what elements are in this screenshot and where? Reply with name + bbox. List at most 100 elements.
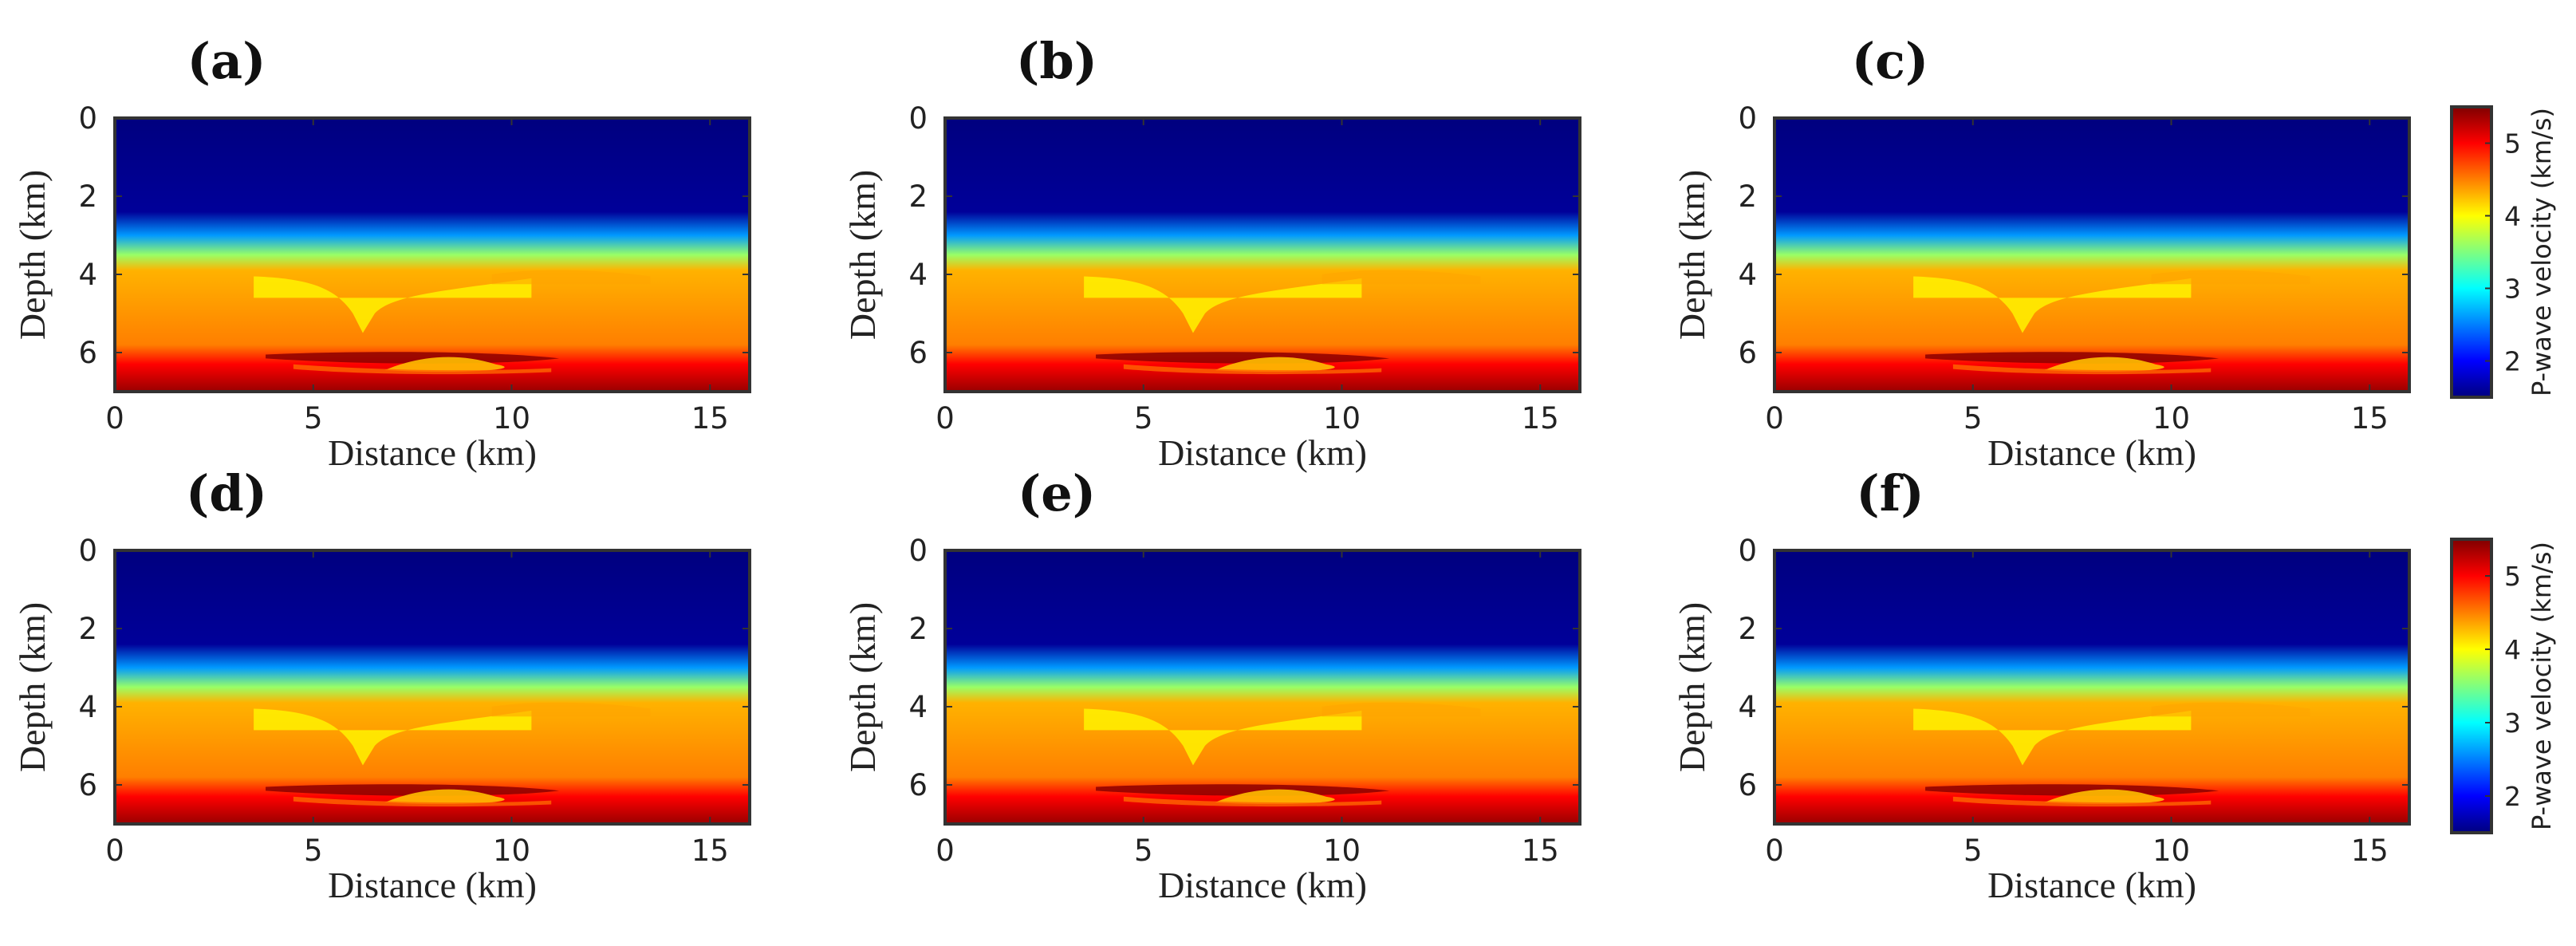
x-axis-label: Distance (km) [1158,865,1367,905]
panel-title: (e) [1018,464,1096,522]
y-tick-label: 6 [78,768,97,802]
low-velocity-lens [1096,784,1390,796]
canyon-feature [1913,276,2192,333]
panel-title: (a) [187,32,266,90]
x-tick-label: 0 [105,401,124,436]
low-velocity-lens [1096,352,1390,364]
canyon-feature [254,276,532,333]
y-tick-label: 6 [908,336,928,370]
axes-frame [943,116,1581,393]
ridge-feature [491,702,651,717]
ridge-feature [491,270,651,285]
y-tick-label: 6 [908,768,928,802]
y-tick-label: 0 [78,101,97,136]
panel-title: (d) [186,464,267,522]
x-tick-label: 10 [1323,834,1361,868]
lower-reflector [1952,796,2212,807]
y-tick-label: 6 [1738,768,1757,802]
colorbar-tick-label: 2 [2504,346,2521,377]
velocity-field [1774,118,2409,392]
panel-b: 0 5 10 15 0 2 4 6 Distance (km) Depth (km) (b) [842,32,1581,473]
colorbar-tick-label: 2 [2504,781,2521,812]
x-tick-label: 15 [691,834,729,868]
x-axis-label: Distance (km) [1158,432,1367,473]
x-tick-label: 15 [1522,834,1559,868]
y-tick-label: 4 [78,258,97,292]
x-tick-label: 5 [304,401,323,436]
velocity-field [115,118,750,392]
x-tick-label: 0 [105,834,124,868]
velocity-field [1774,550,2409,824]
x-tick-label: 0 [1765,401,1784,436]
panel-title: (c) [1852,32,1928,90]
axes-frame [113,549,751,826]
colorbar-top: 2 3 4 5 P-wave velocity (km/s) [2450,105,2557,399]
panels: 0 5 10 15 0 2 4 6 Distance (km) Depth (km) (a) 0 5 10… [12,32,2411,905]
x-tick-label: 10 [2153,834,2190,868]
x-axis-label: Distance (km) [1987,865,2196,905]
colorbar-bottom: 2 3 4 5 P-wave velocity (km/s) [2450,538,2557,834]
panel-e: 0 5 10 15 0 2 4 6 Distance (km) Depth (km) (e) [842,464,1581,905]
colorbar-scale [2450,105,2493,399]
x-tick-label: 0 [1765,834,1784,868]
y-tick-label: 2 [1738,612,1757,646]
x-tick-label: 5 [1964,834,1983,868]
velocity-field [945,550,1580,824]
x-tick-label: 0 [935,834,955,868]
velocity-field [115,550,750,824]
canyon-feature [1084,708,1362,766]
y-tick-label: 4 [1738,690,1757,724]
y-tick-label: 6 [78,336,97,370]
colorbar-tick-label: 3 [2504,708,2521,739]
y-axis-label: Depth (km) [1672,602,1712,772]
anticline-feature [2044,789,2164,805]
panel-a: 0 5 10 15 0 2 4 6 Distance (km) Depth (km) (a) [12,32,751,473]
ridge-feature [2151,270,2310,285]
axes-frame [1773,116,2411,393]
panel-c: 0 5 10 15 0 2 4 6 Distance (km) Depth (km) (c) [1672,32,2411,473]
x-tick-label: 5 [1134,834,1153,868]
y-axis-label: Depth (km) [842,170,883,340]
colorbar-tick-label: 5 [2504,128,2521,160]
colorbar-tick-label: 5 [2504,561,2521,592]
low-velocity-lens [266,784,560,796]
anticline-feature [384,357,505,372]
x-axis-label: Distance (km) [1987,432,2196,473]
panel-d: 0 5 10 15 0 2 4 6 Distance (km) Depth (km) (d) [12,464,751,905]
colorbar-tick-label: 3 [2504,274,2521,305]
y-tick-label: 2 [1738,179,1757,214]
y-tick-label: 2 [908,612,928,646]
y-axis-label: Depth (km) [12,602,53,772]
ridge-feature [2151,702,2310,717]
y-tick-label: 2 [78,612,97,646]
lower-reflector [293,796,552,807]
anticline-feature [1215,789,1335,805]
y-tick-label: 4 [1738,258,1757,292]
panel-f: 0 5 10 15 0 2 4 6 Distance (km) Depth (km) (f) [1672,464,2411,905]
axes-frame [1773,549,2411,826]
anticline-feature [1215,357,1335,372]
canyon-feature [1084,276,1362,333]
y-axis-label: Depth (km) [12,170,53,340]
x-tick-label: 5 [1964,401,1983,436]
canyon-feature [254,708,532,766]
colorbar-tick-label: 4 [2504,634,2521,665]
colorbar-label: P-wave velocity (km/s) [2527,542,2557,830]
x-tick-label: 0 [935,401,955,436]
ridge-feature [1321,702,1481,717]
lower-reflector [1952,364,2212,375]
velocity-field [945,118,1580,392]
y-tick-label: 4 [78,690,97,724]
x-tick-label: 5 [1134,401,1153,436]
x-axis-label: Distance (km) [328,432,537,473]
low-velocity-lens [266,352,560,364]
y-axis-label: Depth (km) [842,602,883,772]
lower-reflector [1123,364,1382,375]
colorbar-label: P-wave velocity (km/s) [2527,108,2557,396]
canyon-feature [1913,708,2192,766]
y-axis-label: Depth (km) [1672,170,1712,340]
y-tick-label: 4 [908,690,928,724]
y-tick-label: 2 [908,179,928,214]
